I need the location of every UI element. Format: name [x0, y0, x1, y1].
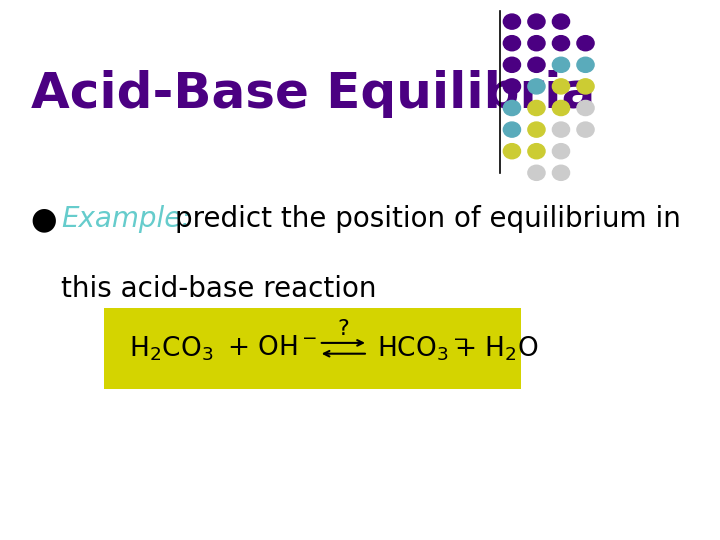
Circle shape — [503, 57, 521, 72]
Circle shape — [528, 57, 545, 72]
Text: HCO$_3$$^-$: HCO$_3$$^-$ — [377, 334, 468, 362]
Circle shape — [577, 100, 594, 116]
FancyBboxPatch shape — [104, 308, 521, 389]
Circle shape — [577, 57, 594, 72]
Circle shape — [552, 36, 570, 51]
Circle shape — [577, 122, 594, 137]
Circle shape — [552, 79, 570, 94]
Circle shape — [528, 36, 545, 51]
Text: ?: ? — [338, 319, 349, 340]
Circle shape — [552, 165, 570, 180]
Circle shape — [552, 14, 570, 29]
Circle shape — [528, 122, 545, 137]
Circle shape — [528, 144, 545, 159]
Text: H$_2$CO$_3$: H$_2$CO$_3$ — [129, 334, 213, 362]
Circle shape — [503, 14, 521, 29]
Text: Acid-Base Equilibria: Acid-Base Equilibria — [31, 70, 595, 118]
Circle shape — [552, 122, 570, 137]
Circle shape — [552, 57, 570, 72]
Text: this acid-base reaction: this acid-base reaction — [61, 275, 377, 303]
Circle shape — [577, 36, 594, 51]
Text: + H$_2$O: + H$_2$O — [454, 334, 538, 362]
Circle shape — [577, 79, 594, 94]
Circle shape — [503, 122, 521, 137]
Circle shape — [528, 100, 545, 116]
Text: + OH$^-$: + OH$^-$ — [227, 335, 318, 361]
Circle shape — [528, 14, 545, 29]
Circle shape — [503, 36, 521, 51]
Circle shape — [528, 165, 545, 180]
Circle shape — [503, 144, 521, 159]
Circle shape — [503, 79, 521, 94]
Text: Example:: Example: — [61, 205, 191, 233]
Circle shape — [552, 100, 570, 116]
Circle shape — [503, 100, 521, 116]
Text: ●: ● — [31, 205, 58, 234]
Circle shape — [528, 79, 545, 94]
Text: predict the position of equilibrium in: predict the position of equilibrium in — [175, 205, 680, 233]
Circle shape — [552, 144, 570, 159]
